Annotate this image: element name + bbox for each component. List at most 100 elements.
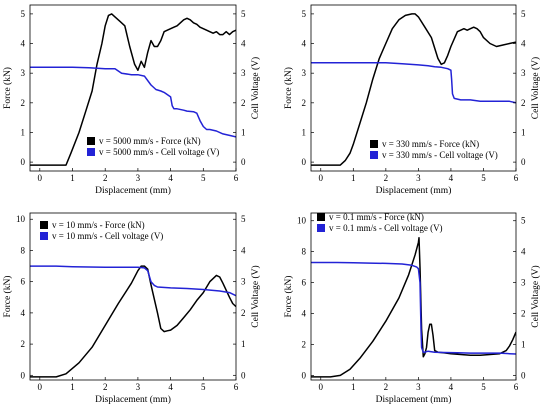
x-tick-label: 3 xyxy=(416,382,421,392)
plot-frame xyxy=(29,212,237,381)
y-tick-label: 2 xyxy=(21,339,26,349)
y-tick-label: 2 xyxy=(21,98,26,108)
force-series-line xyxy=(30,265,236,378)
y2-axis-label: Cell Voltage (V) xyxy=(530,57,541,119)
x-tick-label: 5 xyxy=(481,173,486,183)
x-axis-label: Displacement (mm) xyxy=(376,394,452,405)
y-tick-label: 6 xyxy=(302,278,307,288)
force-series-line xyxy=(311,13,516,166)
y2-tick-label: 5 xyxy=(521,9,526,19)
x-tick-label: 3 xyxy=(416,173,421,183)
y2-tick-label: 1 xyxy=(241,339,246,349)
y-axis-label: Force (kN) xyxy=(2,67,13,109)
force-series-line xyxy=(311,236,516,378)
y-tick-label: 0 xyxy=(302,157,307,167)
legend-swatch xyxy=(370,140,378,148)
x-tick-label: 3 xyxy=(136,382,141,392)
y2-tick-label: 4 xyxy=(521,39,526,49)
x-tick-label: 2 xyxy=(384,382,389,392)
voltage-series-line xyxy=(30,265,236,297)
legend-swatch xyxy=(87,137,95,145)
legend-swatch xyxy=(317,224,325,232)
y-axis-label: Force (kN) xyxy=(2,276,13,318)
voltage-series-line xyxy=(30,66,236,138)
y2-tick-label: 2 xyxy=(521,98,526,108)
x-tick-label: 0 xyxy=(319,173,324,183)
y-tick-label: 0 xyxy=(21,157,26,167)
x-tick-label: 5 xyxy=(201,173,206,183)
x-tick-label: 0 xyxy=(319,382,324,392)
y-tick-label: 3 xyxy=(302,68,307,78)
y2-tick-label: 5 xyxy=(241,9,246,19)
y2-tick-label: 3 xyxy=(521,278,526,288)
y-tick-label: 2 xyxy=(302,339,307,349)
y2-tick-label: 5 xyxy=(521,216,526,226)
y2-tick-label: 5 xyxy=(241,214,246,224)
y-tick-label: 4 xyxy=(21,308,26,318)
x-tick-label: 2 xyxy=(384,173,389,183)
legend: v = 0.1 mm/s - Force (kN)v = 0.1 mm/s - … xyxy=(317,212,443,233)
y2-axis-label: Cell Voltage (V) xyxy=(250,57,261,119)
y2-axis-label: Cell Voltage (V) xyxy=(250,265,261,327)
y2-tick-label: 3 xyxy=(241,68,246,78)
y-tick-label: 10 xyxy=(297,216,307,226)
y-axis-label: Force (kN) xyxy=(283,276,294,318)
x-tick-label: 1 xyxy=(351,173,356,183)
x-tick-label: 6 xyxy=(514,382,519,392)
y-tick-label: 8 xyxy=(302,247,307,257)
x-tick-label: 4 xyxy=(449,173,454,183)
y2-tick-label: 0 xyxy=(521,370,526,380)
plot-frame xyxy=(29,4,237,172)
x-tick-label: 4 xyxy=(449,382,454,392)
y-tick-label: 3 xyxy=(21,68,26,78)
force-series-line xyxy=(30,13,236,166)
x-tick-label: 2 xyxy=(103,382,108,392)
y-tick-label: 1 xyxy=(302,127,307,137)
legend: v = 5000 mm/s - Force (kN)v = 5000 mm/s … xyxy=(87,136,219,157)
y-axis-label: Force (kN) xyxy=(283,67,294,109)
y-tick-label: 6 xyxy=(21,277,26,287)
x-tick-label: 6 xyxy=(234,382,239,392)
y-tick-label: 2 xyxy=(302,98,307,108)
x-tick-label: 6 xyxy=(514,173,519,183)
y2-tick-label: 1 xyxy=(521,339,526,349)
y2-tick-label: 1 xyxy=(241,127,246,137)
y2-tick-label: 3 xyxy=(521,68,526,78)
legend-label: v = 10 mm/s - Cell voltage (V) xyxy=(52,231,163,241)
legend-swatch xyxy=(370,151,378,159)
y-tick-label: 0 xyxy=(21,370,26,380)
x-tick-label: 0 xyxy=(38,173,43,183)
legend-swatch xyxy=(40,221,48,229)
voltage-series-line xyxy=(311,62,516,104)
y2-tick-label: 4 xyxy=(521,247,526,257)
y-tick-label: 4 xyxy=(21,39,26,49)
x-tick-label: 0 xyxy=(38,382,43,392)
y2-tick-label: 0 xyxy=(241,157,246,167)
y-tick-label: 10 xyxy=(16,214,26,224)
x-tick-label: 2 xyxy=(103,173,108,183)
y-tick-label: 5 xyxy=(302,9,307,19)
y-tick-label: 1 xyxy=(21,127,26,137)
voltage-series-line xyxy=(311,261,516,355)
y2-tick-label: 2 xyxy=(241,308,246,318)
legend: v = 330 mm/s - Force (kN)v = 330 mm/s - … xyxy=(370,139,498,160)
x-tick-label: 1 xyxy=(351,382,356,392)
y-tick-label: 8 xyxy=(21,245,26,255)
legend-label: v = 0.1 mm/s - Cell voltage (V) xyxy=(329,223,443,233)
x-axis-label: Displacement (mm) xyxy=(95,394,171,405)
y2-tick-label: 0 xyxy=(241,370,246,380)
y-tick-label: 4 xyxy=(302,309,307,319)
x-tick-label: 4 xyxy=(168,382,173,392)
y-tick-label: 5 xyxy=(21,9,26,19)
y-tick-label: 0 xyxy=(302,370,307,380)
y2-tick-label: 4 xyxy=(241,39,246,49)
x-axis-label: Displacement (mm) xyxy=(376,185,452,196)
y2-axis-label: Cell Voltage (V) xyxy=(530,265,541,327)
legend-swatch xyxy=(317,213,325,221)
y2-tick-label: 1 xyxy=(521,127,526,137)
